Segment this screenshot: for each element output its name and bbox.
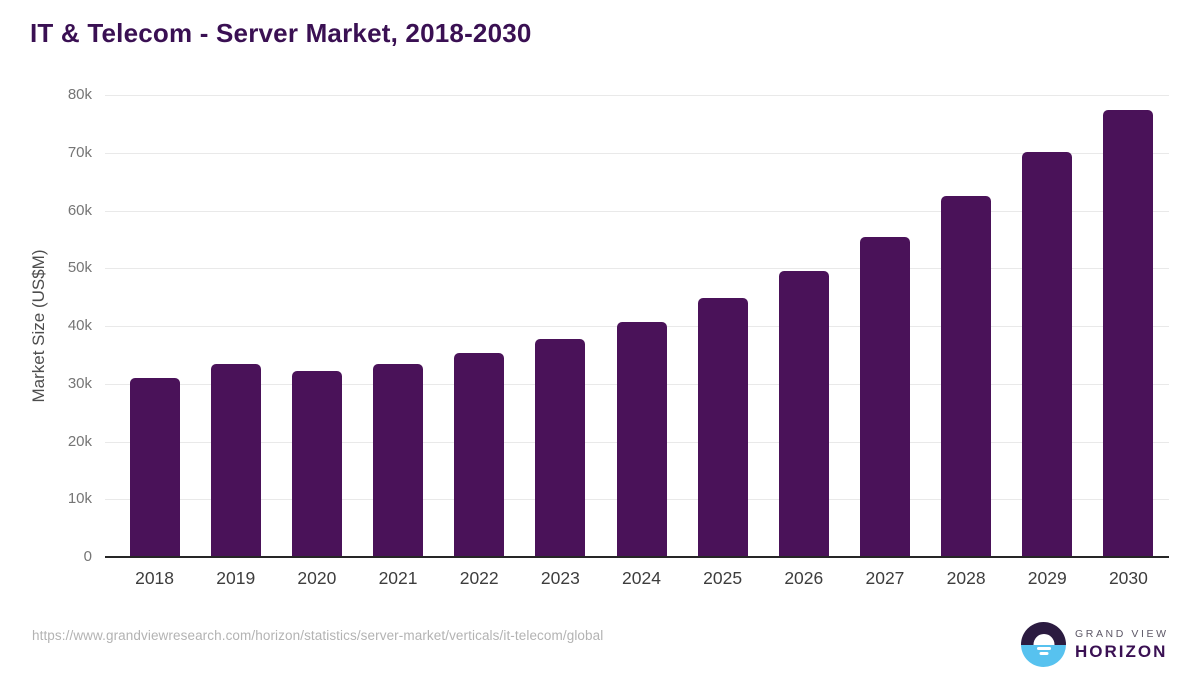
x-tick-label-2020: 2020 [297,568,337,588]
x-tick-label-2024: 2024 [622,568,661,588]
bar-2022[interactable] [454,352,505,556]
x-tick-label-2030: 2030 [1108,568,1148,588]
bar-2029[interactable] [1022,152,1073,556]
horizon-sunrise-icon [1021,622,1066,667]
y-tick-label: 80k [67,86,92,103]
x-axis-line [105,556,1169,558]
logo-reflection-line-2 [1039,652,1048,655]
bar-2025[interactable] [697,298,748,556]
x-tick-label-2027: 2027 [865,568,905,588]
y-tick-label: 40k [67,317,92,334]
bar-2018[interactable] [129,378,180,556]
logo-text-grand-view: GRAND VIEW [1075,627,1169,640]
x-tick-label-2018: 2018 [135,568,175,588]
logo-sun-shape [1033,633,1054,645]
gridline [105,95,1169,96]
y-axis-ticks: 0 10k 20k 30k 40k 50k 60k 70k 80k [0,86,92,565]
x-tick-label-2023: 2023 [540,568,580,588]
gridline [105,210,1169,212]
gridline [105,268,1169,270]
bar-2024[interactable] [616,321,667,556]
x-tick-label-2025: 2025 [703,568,743,588]
logo-sea-half [1021,644,1066,667]
bar-2019[interactable] [210,363,261,556]
y-tick-label: 60k [67,201,92,219]
y-tick-label: 0 [83,548,92,565]
chart-title: IT & Telecom - Server Market, 2018-2030 [30,18,532,48]
x-tick-label-2022: 2022 [459,568,499,588]
y-tick-label: 50k [67,259,92,277]
logo-reflection-line-1 [1036,647,1051,650]
logo-text-horizon: HORIZON [1075,641,1168,661]
x-axis-ticks: 2018 2019 2020 2021 2022 2023 2024 2025 2026 2027… [105,568,1169,594]
x-tick-label-2021: 2021 [378,568,418,588]
bar-2026[interactable] [778,271,829,556]
bar-2023[interactable] [535,338,586,556]
bar-2030[interactable] [1103,110,1154,556]
y-tick-label: 20k [67,432,92,450]
bar-2027[interactable] [859,236,910,556]
gridline [105,152,1169,154]
y-tick-label: 10k [67,490,92,508]
bar-2021[interactable] [373,363,424,556]
plot-area [105,95,1169,558]
x-tick-label-2029: 2029 [1027,568,1067,588]
bar-2020[interactable] [291,370,342,556]
source-url: https://www.grandviewresearch.com/horizo… [32,628,604,643]
bar-2028[interactable] [941,196,992,556]
x-tick-label-2026: 2026 [784,568,824,588]
y-tick-label: 30k [67,374,92,392]
grand-view-horizon-logo: GRAND VIEW HORIZON [1021,622,1169,667]
y-tick-label: 70k [67,143,92,161]
x-tick-label-2019: 2019 [216,568,256,588]
logo-sky-half [1021,622,1066,645]
logo-text: GRAND VIEW HORIZON [1075,628,1169,662]
x-tick-label-2028: 2028 [946,568,986,588]
